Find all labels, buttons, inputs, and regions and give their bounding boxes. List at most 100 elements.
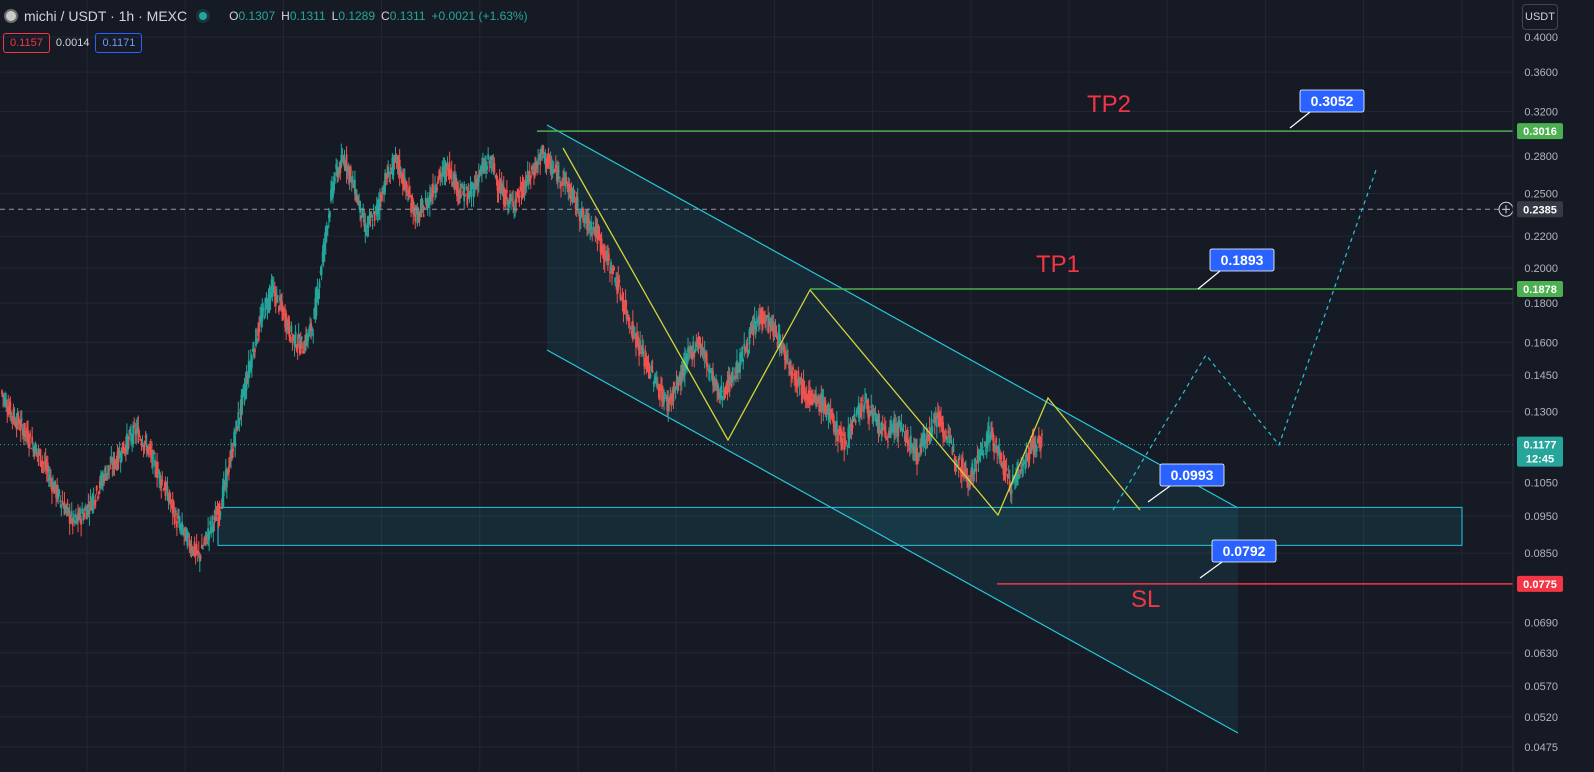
- candle-body: [199, 556, 202, 558]
- candle-body: [468, 191, 471, 200]
- candle-body: [565, 176, 568, 184]
- candle-body: [744, 346, 747, 352]
- candle-body: [255, 328, 257, 346]
- candle-body: [372, 212, 375, 214]
- candle-body: [748, 329, 751, 345]
- candle-body: [976, 455, 979, 459]
- candle-body: [564, 173, 567, 187]
- candle-body: [893, 418, 896, 436]
- candle-body: [143, 441, 146, 447]
- candle-body: [470, 190, 473, 197]
- candle-body: [512, 201, 515, 208]
- candle-body: [695, 343, 698, 347]
- candle-body: [961, 458, 964, 478]
- candle-body: [403, 177, 406, 180]
- candle-body: [837, 435, 839, 442]
- candle-body: [931, 429, 934, 431]
- candle-body: [250, 355, 253, 368]
- candle-body: [128, 436, 130, 440]
- buy-button[interactable]: 0.1171: [95, 33, 143, 53]
- candle-body: [655, 381, 658, 386]
- candle-body: [157, 469, 160, 474]
- candle-body: [652, 382, 655, 384]
- candle-body: [801, 380, 804, 395]
- candle-body: [414, 213, 417, 222]
- candle-body: [378, 198, 381, 210]
- candle-body: [19, 420, 22, 431]
- candle-body: [707, 368, 710, 373]
- candle-body: [926, 435, 929, 443]
- currency-button[interactable]: USDT: [1522, 4, 1558, 30]
- candle-body: [797, 370, 800, 385]
- candle-body: [725, 383, 728, 394]
- candle-body: [950, 440, 953, 444]
- candle-body: [349, 166, 352, 175]
- candle-body: [545, 159, 548, 168]
- candle-body: [351, 176, 354, 179]
- candle-body: [981, 447, 984, 449]
- candle-body: [621, 294, 624, 302]
- candle-body: [605, 250, 608, 262]
- candle-body: [315, 291, 318, 316]
- candle-body: [628, 324, 631, 326]
- candle-body: [680, 364, 683, 383]
- candle-body: [1005, 468, 1008, 471]
- candle-body: [796, 384, 799, 388]
- candle-body: [991, 428, 993, 433]
- candle-body: [388, 180, 391, 182]
- candle-body: [39, 449, 42, 467]
- sell-button[interactable]: 0.1157: [3, 33, 50, 53]
- price-axis[interactable]: 0.4000 0.3600 0.3200 0.2800 0.2500 0.2200 0.20…: [1512, 0, 1594, 772]
- candle-body: [733, 376, 736, 378]
- candle-body: [636, 332, 638, 337]
- candle-body: [1038, 435, 1041, 448]
- candle-body: [284, 314, 287, 328]
- candle-body: [337, 172, 340, 178]
- candle-body: [124, 444, 127, 454]
- candle-body: [29, 432, 32, 438]
- candle-body: [477, 174, 480, 183]
- candle-body: [718, 392, 721, 399]
- candle-body: [948, 435, 951, 443]
- candle-body: [469, 184, 472, 193]
- candle-body: [866, 400, 868, 410]
- candle-body: [842, 433, 845, 436]
- candle-body: [422, 214, 425, 217]
- candle-body: [437, 176, 440, 183]
- candle-body: [416, 210, 419, 224]
- candle-body: [51, 482, 53, 493]
- candle-body: [34, 443, 37, 454]
- candle-body: [719, 394, 722, 399]
- market-status-icon: [199, 12, 208, 20]
- candle-body: [844, 438, 847, 440]
- candle-body: [52, 482, 54, 490]
- candle-body: [892, 429, 894, 432]
- candle-body: [853, 413, 856, 418]
- candle-body: [989, 434, 991, 442]
- candle-body: [1027, 454, 1030, 460]
- candle-body: [787, 358, 789, 360]
- candle-body: [75, 514, 77, 519]
- candle-body: [466, 193, 469, 206]
- candle-body: [173, 514, 176, 525]
- candle-body: [791, 369, 794, 380]
- candle-body: [858, 409, 861, 419]
- candle-body: [88, 510, 91, 515]
- candle-body: [495, 174, 498, 180]
- open-key: O: [229, 9, 239, 23]
- candle-body: [1016, 469, 1018, 482]
- channel-upper-line: [546, 124, 1239, 509]
- candle-body: [587, 215, 589, 228]
- candle-body: [559, 180, 561, 182]
- candle-body: [832, 415, 835, 432]
- candle-body: [851, 424, 854, 429]
- candle-body: [198, 553, 201, 562]
- candle-body: [810, 398, 813, 406]
- candle-body: [581, 208, 584, 215]
- symbol-title[interactable]: michi / USDT · 1h · MEXC: [24, 8, 188, 24]
- candle-body: [289, 334, 292, 343]
- candle-body: [475, 179, 478, 189]
- candle-body: [843, 433, 846, 451]
- candle-body: [756, 319, 759, 322]
